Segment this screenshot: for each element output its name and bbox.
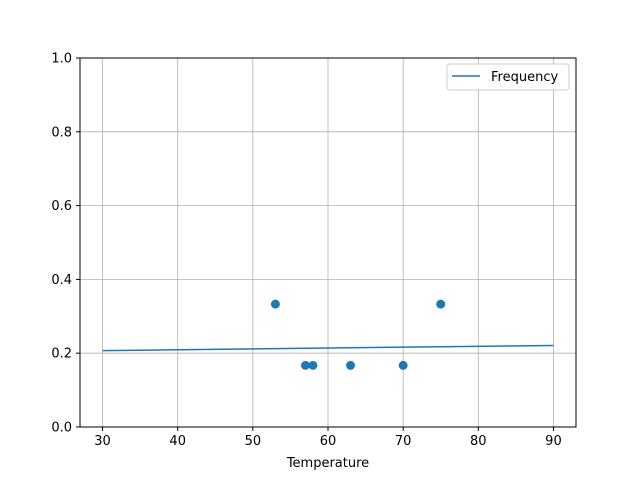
x-tick-label: 90 [545,434,562,449]
scatter-point [270,299,280,309]
x-tick-label: 70 [395,434,412,449]
x-tick-label: 50 [245,434,262,449]
x-axis-label: Temperature [286,456,369,471]
x-tick-label: 80 [470,434,487,449]
y-tick-label: 0.4 [51,273,72,288]
scatter-point [308,360,318,370]
scatter-point [436,299,446,309]
y-tick-label: 0.6 [51,199,72,214]
scatter-point [398,360,408,370]
legend-box [446,63,570,91]
x-tick-label: 60 [320,434,337,449]
plot-marks [102,299,554,370]
legend-label: Frequency [491,70,558,85]
y-tick-label: 0.2 [51,347,72,362]
x-tick-label: 40 [169,434,186,449]
x-tick-label: 30 [94,434,111,449]
frequency-line [102,344,554,352]
y-tick-label: 0.8 [51,125,72,140]
scatter-point [346,360,356,370]
scatter-point [300,360,310,370]
legend: Frequency [446,63,570,91]
ticks: 30 40 50 60 70 80 90 0.0 0.2 0.4 0.6 0.8 1.0 [51,52,561,450]
y-tick-label: 1.0 [51,52,72,67]
y-tick-label: 0.0 [51,421,72,436]
